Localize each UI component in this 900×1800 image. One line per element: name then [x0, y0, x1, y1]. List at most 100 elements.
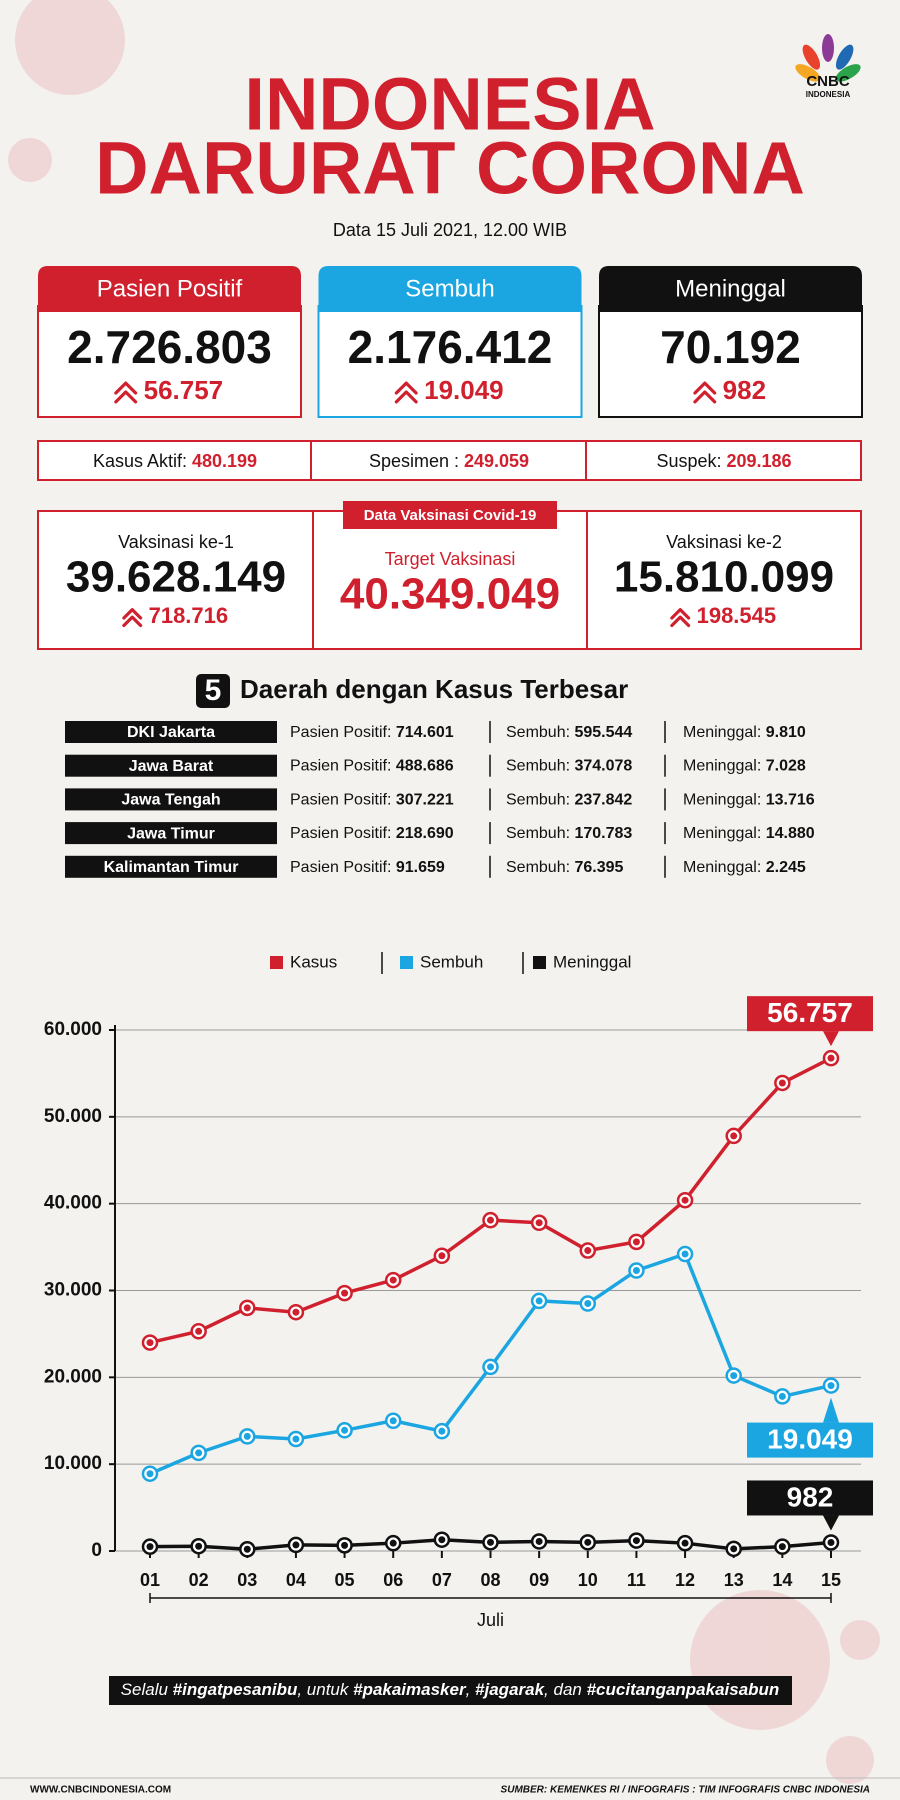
card-label: Meninggal — [675, 275, 786, 302]
region-name-box — [65, 754, 277, 777]
data-point-core — [243, 1432, 251, 1440]
y-tick-label: 50.000 — [44, 1106, 102, 1127]
data-point-core — [584, 1300, 592, 1308]
region-name: Jawa Timur — [127, 825, 215, 842]
up-chevron-icon — [114, 381, 138, 404]
text-part: Sembuh: — [506, 724, 574, 741]
up-chevron-icon — [693, 381, 717, 404]
data-point-core — [195, 1449, 203, 1457]
y-tick-label: 60.000 — [44, 1019, 102, 1040]
text-line: Sembuh: 170.783 — [506, 825, 632, 842]
x-range-bracket — [149, 1593, 832, 1603]
text-line: Pasien Positif: 714.601 — [290, 724, 454, 741]
target-total: 40.349.049 — [340, 570, 560, 619]
legend-swatch — [270, 956, 283, 969]
y-tick-label: 0 — [91, 1540, 102, 1561]
callout-box — [747, 1422, 873, 1458]
text-part: 9.810 — [766, 724, 806, 741]
data-point-core — [438, 1252, 446, 1260]
data-point-core — [827, 1054, 835, 1062]
text-part: Pasien Positif: — [290, 859, 396, 876]
logo-subtext: INDONESIA — [806, 90, 851, 99]
callout-box — [747, 996, 873, 1032]
increase-value: 718.716 — [149, 603, 229, 628]
data-point-core — [778, 1079, 786, 1087]
vaccination-label: Vaksinasi ke-1 — [118, 532, 234, 552]
text-part: 13.716 — [766, 792, 815, 809]
x-tick-label: 06 — [383, 1570, 403, 1590]
data-point-core — [632, 1267, 640, 1275]
text-part: 480.199 — [192, 451, 257, 471]
callout-pointer — [823, 1397, 839, 1423]
text-part: Meninggal: — [683, 859, 766, 876]
data-point-core — [487, 1363, 494, 1371]
footer-source: SUMBER: KEMENKES RI / INFOGRAFIS : TIM I… — [501, 1785, 870, 1796]
x-tick-label: 15 — [821, 1570, 841, 1590]
text-part: 76.395 — [574, 859, 623, 876]
vaccination-total: 39.628.149 — [66, 553, 286, 602]
number-badge — [196, 674, 230, 708]
text-part: 488.686 — [396, 758, 454, 775]
data-point-core — [535, 1297, 543, 1305]
text-part: Pasien Positif: — [290, 724, 396, 741]
x-tick-label: 02 — [189, 1570, 209, 1590]
y-tick-label: 40.000 — [44, 1193, 102, 1214]
legend-label: Meninggal — [553, 952, 631, 971]
region-name: Kalimantan Timur — [104, 859, 239, 876]
data-point-core — [243, 1304, 251, 1312]
data-point-core — [389, 1276, 397, 1284]
slogan-part: , dan — [544, 1680, 587, 1699]
slogan-part: #jagarak — [475, 1680, 546, 1699]
slogan-part: #cucitanganpakaisabun — [587, 1680, 780, 1699]
up-chevron-icon — [670, 608, 691, 628]
text-part: Spesimen : — [369, 451, 464, 471]
text-line: Meninggal: 2.245 — [683, 859, 806, 876]
callout-pointer — [823, 1031, 839, 1047]
x-tick-label: 08 — [480, 1570, 500, 1590]
logo: CNBC INDONESIA — [795, 34, 861, 99]
callout-label: 56.757 — [767, 997, 853, 1028]
text-part: 170.783 — [574, 825, 632, 842]
text-part: Pasien Positif: — [290, 792, 396, 809]
increase-value: 19.049 — [424, 375, 504, 405]
text-line: Suspek: 209.186 — [656, 451, 791, 471]
text-part: 307.221 — [396, 792, 454, 809]
callout-label: 19.049 — [767, 1423, 853, 1454]
text-part: Suspek: — [656, 451, 726, 471]
text-line: Sembuh: 595.544 — [506, 724, 632, 741]
legend-swatch — [400, 956, 413, 969]
number-badge-text: 5 — [205, 674, 222, 707]
data-point-core — [827, 1382, 835, 1390]
text-line: Meninggal: 7.028 — [683, 758, 806, 775]
vaccination-total: 15.810.099 — [614, 553, 834, 602]
text-part: Pasien Positif: — [290, 825, 396, 842]
text-part: Sembuh: — [506, 859, 574, 876]
data-point-core — [778, 1543, 786, 1551]
x-axis-label: Juli — [477, 1610, 504, 1630]
text-part: Meninggal: — [683, 825, 766, 842]
x-tick-label: 01 — [140, 1570, 160, 1590]
data-point-core — [146, 1339, 154, 1347]
card-header — [38, 266, 301, 312]
x-tick-label: 04 — [286, 1570, 306, 1590]
text-part: Sembuh: — [506, 758, 574, 775]
data-point-core — [195, 1542, 203, 1550]
card-total: 2.726.803 — [67, 321, 272, 373]
increase-value: 56.757 — [144, 375, 224, 405]
region-name: Jawa Barat — [129, 758, 214, 775]
text-line: Pasien Positif: 307.221 — [290, 792, 454, 809]
text-part: 2.245 — [766, 859, 806, 876]
data-point-core — [778, 1392, 786, 1400]
card-header — [318, 266, 582, 312]
text-part: 14.880 — [766, 825, 815, 842]
text-part: 218.690 — [396, 825, 454, 842]
slogan-bar — [109, 1676, 792, 1705]
text-part: Pasien Positif: — [290, 758, 396, 775]
target-label: Target Vaksinasi — [385, 549, 516, 569]
text-line: Meninggal: 9.810 — [683, 724, 806, 741]
data-point-core — [681, 1196, 689, 1204]
text-part: Sembuh: — [506, 825, 574, 842]
text-part: 237.842 — [574, 792, 632, 809]
y-tick-label: 10.000 — [44, 1453, 102, 1474]
